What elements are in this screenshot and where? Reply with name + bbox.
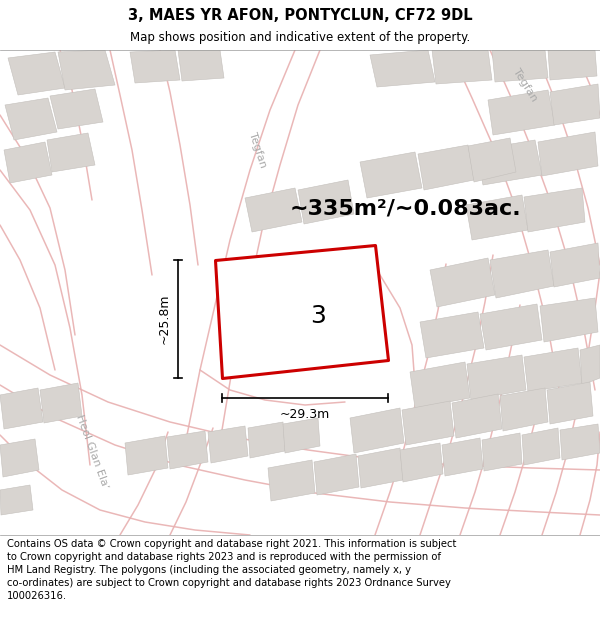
- Text: 3, MAES YR AFON, PONTYCLUN, CF72 9DL: 3, MAES YR AFON, PONTYCLUN, CF72 9DL: [128, 8, 472, 22]
- Text: ~335m²/~0.083ac.: ~335m²/~0.083ac.: [290, 198, 521, 218]
- Text: ~25.8m: ~25.8m: [157, 294, 170, 344]
- Text: ~29.3m: ~29.3m: [280, 409, 330, 421]
- Text: Tegfan: Tegfan: [247, 131, 268, 169]
- Text: Tegfan: Tegfan: [511, 67, 539, 103]
- Text: Heol Glan Elaʼ: Heol Glan Elaʼ: [74, 414, 110, 491]
- Text: Contains OS data © Crown copyright and database right 2021. This information is : Contains OS data © Crown copyright and d…: [7, 539, 457, 601]
- Text: 3: 3: [310, 304, 326, 328]
- Text: Map shows position and indicative extent of the property.: Map shows position and indicative extent…: [130, 31, 470, 44]
